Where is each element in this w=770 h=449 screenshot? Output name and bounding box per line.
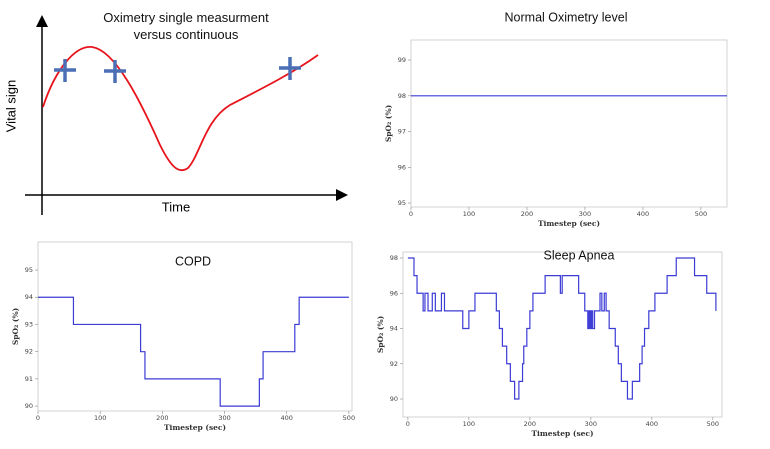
x-tick-label: 100 [463,210,475,218]
y-tick-label: 99 [398,56,406,64]
line-chart: 90 92 94 96 98 0 100 200 300 400 500 Sleep Apnea Tim… [376,248,723,438]
x-axis-label: Timestep (sec) [531,429,593,438]
chart-title: COPD [175,254,211,268]
y-axis-label: SpO₂ (%) [11,308,20,345]
x-tick-label: 500 [343,414,355,422]
x-tick-label: 300 [579,210,591,218]
x-axis-label: Timestep (sec) [538,219,600,228]
measurement-markers [54,57,301,83]
plot-frame [402,251,723,418]
chart-title: Normal Oximetry level [505,10,628,24]
x-tick-label: 0 [406,420,410,428]
y-tick-label: 95 [25,266,33,274]
line-chart: 90 91 92 93 94 95 0 100 200 300 400 500 COPD Timestep… [11,241,355,432]
y-tick-label: 95 [398,199,406,207]
data-line [407,257,717,400]
y-tick-label: 96 [398,163,406,171]
chart-title: Sleep Apnea [544,248,615,262]
y-tick-label: 91 [25,375,33,383]
x-tick-label: 100 [463,420,475,428]
x-tick-label: 200 [524,420,536,428]
y-tick-label: 94 [390,325,398,333]
x-tick-label: 200 [156,414,168,422]
y-axis-label: SpO₂ (%) [384,105,393,142]
x-tick-label: 400 [637,210,649,218]
x-tick-label: 0 [409,210,413,218]
y-tick-label: 92 [390,360,398,368]
line-chart: 95 96 97 98 99 0 100 200 300 400 500 Normal Oximetr… [384,10,728,228]
y-tick-label: 94 [25,293,33,301]
y-axis-label: Vital sign [3,80,18,133]
x-tick-label: 400 [281,414,293,422]
x-tick-label: 300 [218,414,230,422]
y-axis-label: SpO₂ (%) [376,316,385,353]
x-tick-label: 100 [94,414,106,422]
vital-curve [42,46,319,172]
y-tick-label: 90 [25,402,33,410]
x-tick-label: 500 [695,210,707,218]
x-tick-label: 400 [646,420,658,428]
plot-frame [37,241,353,412]
y-tick-label: 93 [25,320,33,328]
x-tick-label: 300 [585,420,597,428]
y-tick-label: 98 [398,92,406,100]
y-tick-label: 92 [25,348,33,356]
y-tick-label: 97 [398,128,406,136]
x-tick-label: 0 [36,414,40,422]
data-line [38,296,349,407]
x-tick-label: 200 [521,210,533,218]
chart-title: Oximetry single measurment versus contin… [103,10,269,42]
plot-frame [410,39,728,208]
x-tick-label: 500 [707,420,719,428]
x-axis-label: Timestep (sec) [164,423,226,432]
x-axis-label: Time [162,199,190,214]
y-tick-label: 98 [390,254,398,262]
schematic-chart: Time Vital sign [3,15,348,215]
y-tick-label: 90 [390,395,398,403]
y-tick-label: 96 [390,289,398,297]
